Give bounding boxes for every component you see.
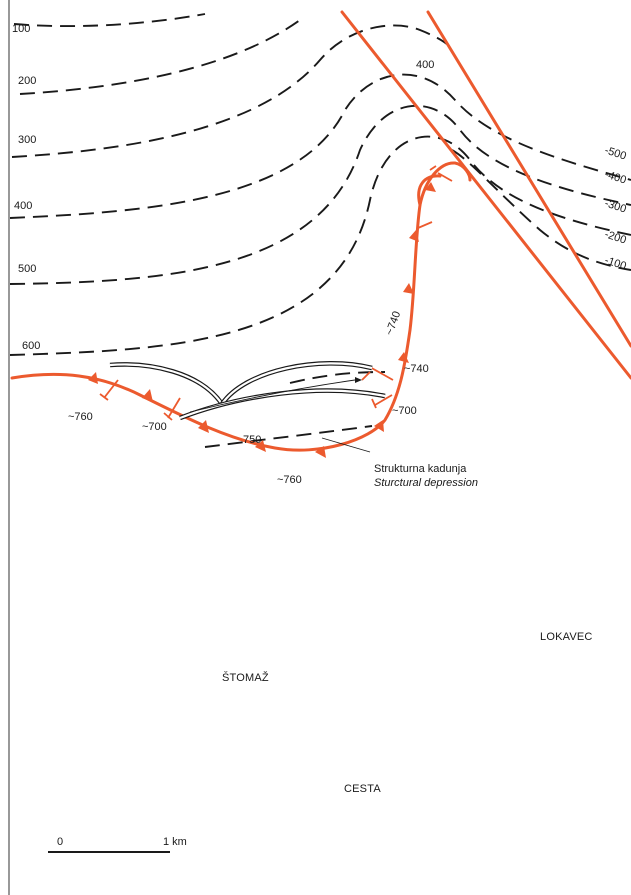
contour-100 xyxy=(13,13,206,28)
contour-label-minus-300: -300 xyxy=(603,197,628,215)
scale-bar-start: 0 xyxy=(57,836,63,848)
depth-tick xyxy=(99,379,119,401)
thrust-tooth xyxy=(409,230,419,242)
thrust-tooth xyxy=(255,440,266,452)
thrust-tooth xyxy=(142,389,153,402)
contour-label-minus-400: -400 xyxy=(603,168,628,186)
place-cesta: CESTA xyxy=(344,783,381,795)
depth-tick xyxy=(371,394,393,409)
annotation-title: Strukturna kadunja xyxy=(374,463,467,475)
contour-600 xyxy=(9,135,631,356)
thrust-tooth xyxy=(425,182,436,192)
contour-label-300: 300 xyxy=(18,134,36,146)
place-stomaz: ŠTOMAŽ xyxy=(222,671,269,684)
thrust-tooth xyxy=(398,352,409,363)
depth-label-rotated: ~740 xyxy=(384,310,404,337)
contour-label-600: 600 xyxy=(22,340,40,352)
thrust-tooth xyxy=(88,372,98,384)
contour-label-200: 200 xyxy=(18,75,36,87)
contour-750 xyxy=(204,425,373,448)
annotation-subtitle: Sturctural depression xyxy=(374,477,478,489)
depth-label: ~760 xyxy=(68,411,93,423)
straight-faults xyxy=(340,10,631,380)
thrust-tooth xyxy=(403,283,414,294)
scale-bar: 0 1 km xyxy=(48,836,187,853)
contour-label-minus-500: -500 xyxy=(603,144,628,162)
contour-label-minus-200: -200 xyxy=(603,228,628,246)
contour-300 xyxy=(11,24,453,158)
thrust-fault xyxy=(10,161,472,458)
contour-inner xyxy=(289,371,386,384)
contour-200 xyxy=(19,19,301,95)
fold-axes xyxy=(109,361,386,453)
depth-label: ~760 xyxy=(277,474,302,486)
depth-label: ~740 xyxy=(404,363,429,375)
thrust-tooth xyxy=(198,420,209,433)
contour-400 xyxy=(9,73,631,219)
contour-east-100 xyxy=(451,149,631,271)
contour-label-100: 100 xyxy=(12,23,30,35)
fault-line-2 xyxy=(426,10,631,348)
contour-label-400: 400 xyxy=(14,200,32,212)
depth-tick xyxy=(163,397,181,421)
depth-tick xyxy=(429,165,453,182)
place-lokavec: LOKAVEC xyxy=(540,631,593,643)
thrust-fault-line xyxy=(10,161,472,452)
depth-label: 750 xyxy=(243,434,261,446)
depth-label: ~700 xyxy=(142,421,167,433)
scale-bar-end: 1 km xyxy=(163,836,187,848)
depth-tick xyxy=(361,365,394,381)
contour-label-minus-100: -100 xyxy=(603,254,628,272)
depth-tick xyxy=(417,221,433,229)
depth-label: ~700 xyxy=(392,405,417,417)
contour-500 xyxy=(9,104,631,285)
contour-lines xyxy=(9,13,631,448)
contour-label-top-400: 400 xyxy=(416,59,434,71)
thrust-tooth xyxy=(374,420,384,432)
fault-line-1 xyxy=(340,10,631,380)
contour-label-500: 500 xyxy=(18,263,36,275)
thrust-tooth xyxy=(315,446,326,458)
thrust-nose-arc xyxy=(417,174,442,207)
